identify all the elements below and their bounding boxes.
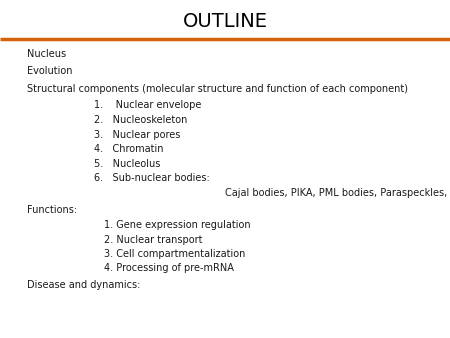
Text: 2. Nuclear transport: 2. Nuclear transport <box>104 235 202 245</box>
Text: 1.    Nuclear envelope: 1. Nuclear envelope <box>94 100 202 111</box>
Text: 6.   Sub-nuclear bodies:: 6. Sub-nuclear bodies: <box>94 173 210 183</box>
Text: 3.   Nuclear pores: 3. Nuclear pores <box>94 129 181 140</box>
Text: 5.   Nucleolus: 5. Nucleolus <box>94 159 161 169</box>
Text: 4. Processing of pre-mRNA: 4. Processing of pre-mRNA <box>104 263 234 273</box>
Text: Structural components (molecular structure and function of each component): Structural components (molecular structu… <box>27 83 408 94</box>
Text: Nucleus: Nucleus <box>27 49 66 59</box>
Text: 4.   Chromatin: 4. Chromatin <box>94 144 164 154</box>
Text: Cajal bodies, PIKA, PML bodies, Paraspeckles, Speckles: Cajal bodies, PIKA, PML bodies, Paraspec… <box>225 188 450 198</box>
Text: OUTLINE: OUTLINE <box>183 13 267 31</box>
Text: 1. Gene expression regulation: 1. Gene expression regulation <box>104 220 250 231</box>
Text: Disease and dynamics:: Disease and dynamics: <box>27 280 140 290</box>
Text: 3. Cell compartmentalization: 3. Cell compartmentalization <box>104 249 245 259</box>
Text: Functions:: Functions: <box>27 205 77 215</box>
Text: Evolution: Evolution <box>27 66 72 76</box>
Text: 2.   Nucleoskeleton: 2. Nucleoskeleton <box>94 115 188 125</box>
